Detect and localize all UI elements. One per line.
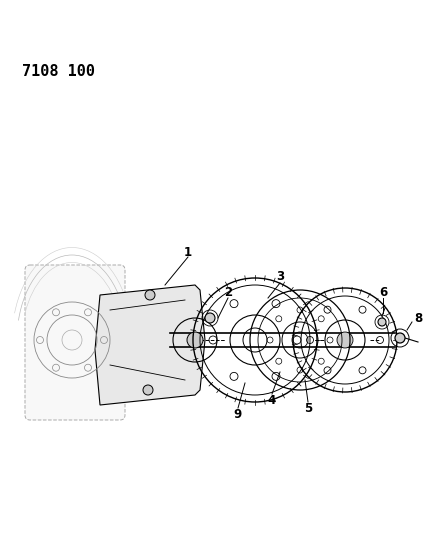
Circle shape <box>143 385 153 395</box>
Text: 2: 2 <box>224 286 232 298</box>
Text: 5: 5 <box>304 401 312 415</box>
Circle shape <box>378 318 386 326</box>
Text: 9: 9 <box>234 408 242 422</box>
FancyBboxPatch shape <box>25 265 125 420</box>
Text: 8: 8 <box>414 311 422 325</box>
Text: 4: 4 <box>268 393 276 407</box>
Circle shape <box>205 313 215 323</box>
Polygon shape <box>95 285 205 405</box>
Circle shape <box>187 332 203 348</box>
Text: 6: 6 <box>379 286 387 298</box>
Text: 1: 1 <box>184 246 192 259</box>
Text: 3: 3 <box>276 271 284 284</box>
Circle shape <box>145 290 155 300</box>
Circle shape <box>395 333 405 343</box>
Circle shape <box>337 332 353 348</box>
Text: 7108 100: 7108 100 <box>22 64 95 79</box>
